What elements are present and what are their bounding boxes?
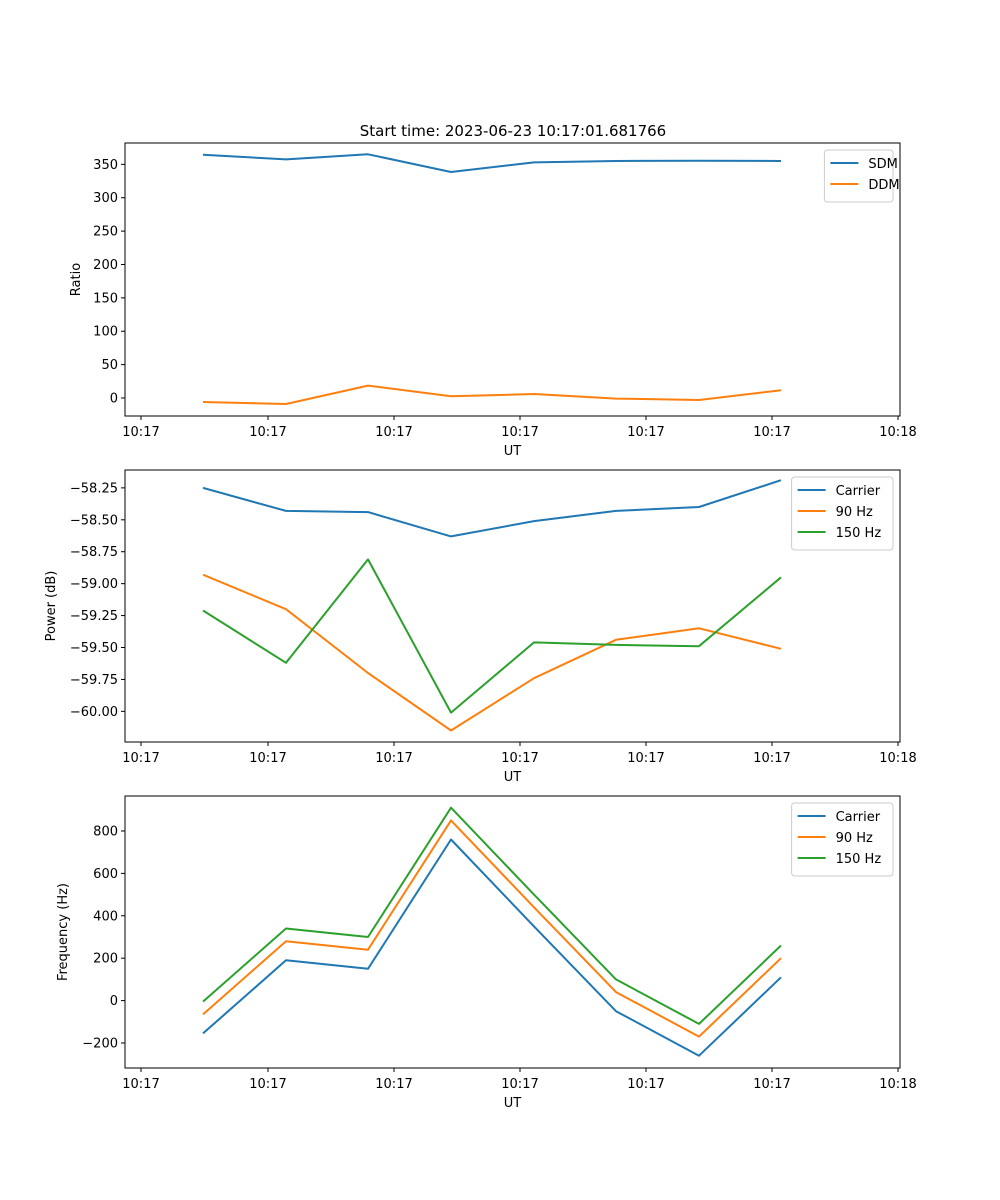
y-tick-label: −59.50 [70,641,118,656]
x-tick-label: 10:17 [249,751,286,766]
legend-label: Carrier [836,484,881,499]
x-tick-label: 10:17 [627,751,664,766]
figure-title: Start time: 2023-06-23 10:17:01.681766 [360,122,666,140]
x-tick-label: 10:17 [501,425,538,440]
series-line-90-hz [202,573,782,732]
legend: SDM DDM [823,149,900,203]
subplot-frequency: 10:17 10:17 10:17 10:17 10:17 10:17 10:18 UT −20… [56,795,917,1111]
y-tick-label: 800 [93,824,118,839]
x-tick-label: 10:18 [879,1077,916,1092]
x-tick-label: 10:17 [753,425,790,440]
y-tick-label: 0 [110,391,118,406]
y-tick-label: 400 [93,909,118,924]
x-tick-label: 10:17 [375,1077,412,1092]
x-tick-label: 10:17 [501,1077,538,1092]
y-tick-label: 300 [93,191,118,206]
x-tick-label: 10:17 [122,1077,159,1092]
x-axis-label: UT [504,444,522,459]
y-tick-label: 150 [93,291,118,306]
x-tick-label: 10:17 [249,425,286,440]
x-axis-label: UT [504,1096,522,1111]
x-tick-label: 10:17 [249,1077,286,1092]
x-tick-label: 10:17 [122,751,159,766]
legend: Carrier 90 Hz 150 Hz [791,476,894,551]
series-line-carrier [202,479,782,538]
y-tick-label: −59.25 [70,609,118,624]
x-tick-label: 10:18 [879,751,916,766]
series-line-90-hz [202,819,782,1038]
y-tick-label: −58.75 [70,545,118,560]
legend-label: Carrier [836,810,881,825]
legend-label: 90 Hz [836,831,873,846]
subplot-power: 10:17 10:17 10:17 10:17 10:17 10:17 10:18 UT −60… [44,469,917,785]
series-line-ddm [202,384,782,405]
series-line-150-hz [202,806,782,1025]
y-axis-label: Ratio [69,263,84,296]
x-axis-label: UT [504,770,522,785]
y-tick-label: 350 [93,158,118,173]
x-tick-label: 10:17 [753,751,790,766]
axes-frame [124,142,901,417]
x-tick-label: 10:17 [627,1077,664,1092]
x-tick-label: 10:17 [375,425,412,440]
y-tick-label: −60.00 [70,705,118,720]
legend-label: 90 Hz [836,505,873,520]
y-axis-label: Frequency (Hz) [56,883,71,981]
x-tick-label: 10:17 [122,425,159,440]
y-axis-label: Power (dB) [44,571,59,642]
legend-label: DDM [868,178,899,193]
x-tick-label: 10:17 [375,751,412,766]
y-tick-label: −58.25 [70,481,118,496]
series-line-carrier [202,838,782,1057]
subplot-ratio: 10:17 10:17 10:17 10:17 10:17 10:17 10:18 UT 0 50… [69,142,917,459]
legend-label: SDM [868,157,897,172]
x-tick-label: 10:18 [879,425,916,440]
x-tick-label: 10:17 [501,751,538,766]
series-line-sdm [202,153,782,173]
legend-label: 150 Hz [836,526,882,541]
legend: Carrier 90 Hz 150 Hz [791,802,894,877]
y-tick-label: 0 [110,994,118,1009]
y-tick-label: 200 [93,952,118,967]
x-tick-label: 10:17 [627,425,664,440]
x-tick-label: 10:17 [753,1077,790,1092]
series-line-150-hz [202,558,782,714]
axes-frame [124,795,901,1069]
y-tick-label: −200 [82,1036,118,1051]
legend-label: 150 Hz [836,852,882,867]
y-tick-label: −59.00 [70,577,118,592]
y-tick-label: −59.75 [70,673,118,688]
y-tick-label: 200 [93,258,118,273]
axes-frame [124,469,901,743]
y-tick-label: 100 [93,325,118,340]
y-tick-label: 250 [93,225,118,240]
y-tick-label: −58.50 [70,513,118,528]
y-tick-label: 50 [101,358,118,373]
y-tick-label: 600 [93,867,118,882]
